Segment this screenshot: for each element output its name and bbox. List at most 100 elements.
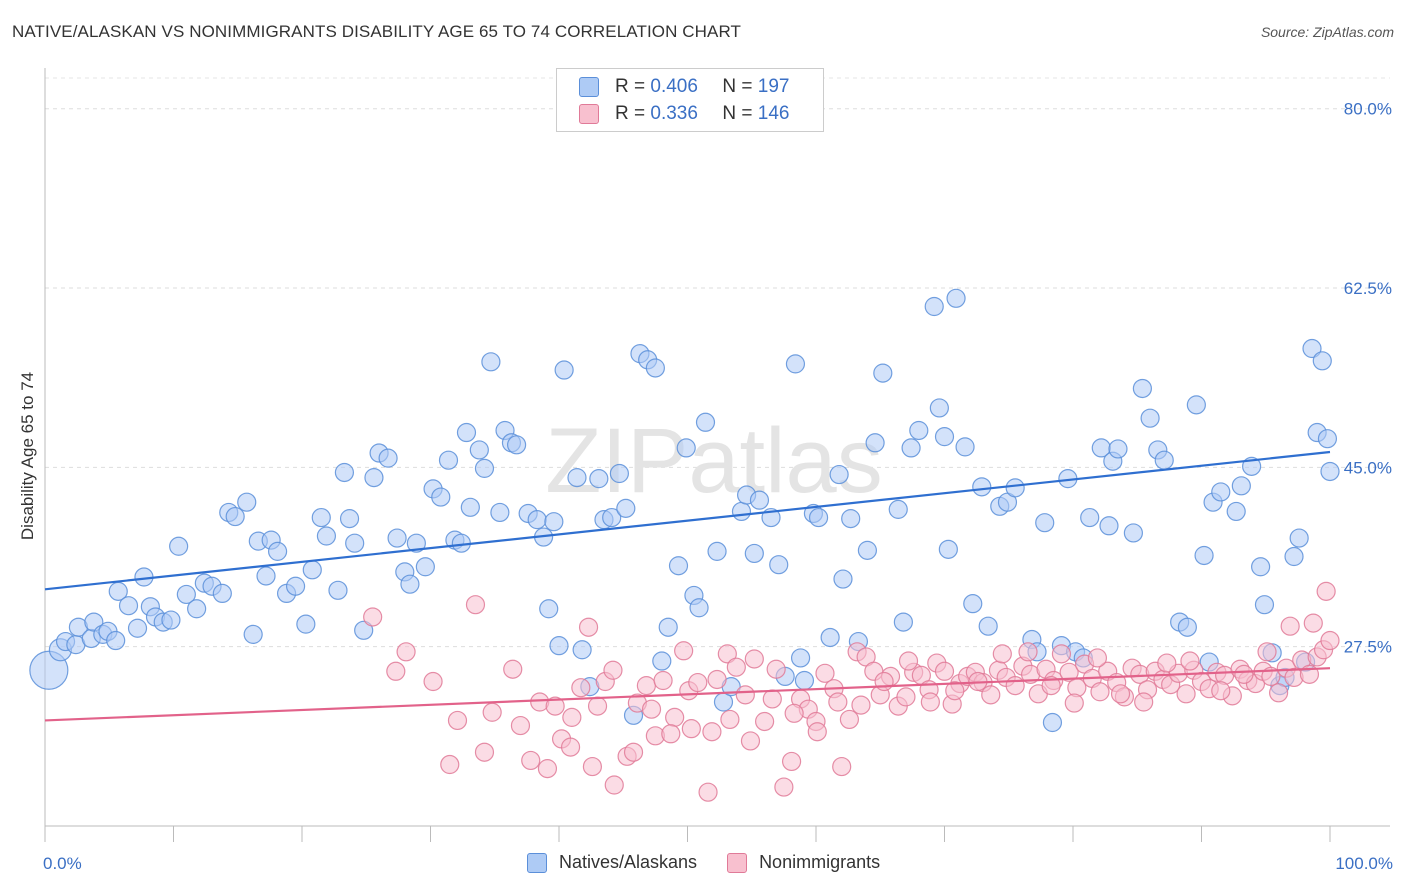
native-point	[302, 560, 322, 580]
native-point	[554, 360, 574, 380]
nonimmigrant-point	[762, 689, 782, 709]
native-point	[1099, 516, 1119, 536]
nonimmigrant-point	[641, 699, 662, 719]
nonimmigrant-points	[363, 581, 1340, 802]
native-point	[1254, 595, 1275, 615]
native-point	[256, 566, 276, 586]
native-point	[1226, 501, 1246, 522]
series-legend: Natives/Alaskans Nonimmigrants	[527, 852, 910, 873]
nonimmigrant-point	[1090, 682, 1110, 702]
native-point	[790, 648, 811, 668]
nonimmigrant-point	[1268, 683, 1289, 703]
native-point	[431, 487, 451, 507]
nonimmigrant-point	[874, 671, 894, 692]
nonimmigrant-point	[474, 742, 495, 762]
nonimmigrant-point	[735, 685, 755, 705]
nonimmigrant-point	[681, 719, 701, 739]
nonimmigrant-point	[702, 722, 722, 742]
native-point	[668, 556, 689, 576]
nonimmigrant-point	[1134, 692, 1154, 712]
legend-item-natives: Natives/Alaskans	[527, 852, 697, 873]
nonimmigrant-point	[665, 707, 685, 727]
nonimmigrant-point	[774, 777, 794, 797]
nonimmigrant-point	[1051, 644, 1072, 664]
nonimmigrant-point	[1087, 648, 1108, 668]
native-point	[978, 616, 998, 636]
native-point	[946, 288, 966, 308]
native-point	[456, 422, 477, 443]
nonimmigrant-point	[1320, 630, 1340, 651]
native-point	[354, 620, 374, 640]
native-point	[731, 501, 752, 522]
native-point	[794, 670, 815, 691]
nonimmigrant-point	[1280, 616, 1300, 636]
nonimmigrant-point	[934, 661, 955, 681]
nonimmigrant-point	[1316, 581, 1336, 601]
y-tick-labels: 27.5% 45.0% 62.5% 80.0%	[1344, 100, 1392, 657]
nonimmigrant-n-value: 146	[757, 103, 790, 124]
nonimmigrant-point	[582, 756, 603, 777]
native-point	[316, 526, 337, 546]
native-point	[888, 499, 908, 519]
r-label: R =	[615, 76, 646, 97]
nonimmigrant-point	[707, 669, 727, 690]
native-point	[243, 624, 263, 644]
x-tick-labels: 0.0% 100.0%	[43, 854, 1393, 873]
nonimmigrant-point	[603, 660, 623, 680]
native-point	[169, 536, 189, 556]
native-point	[296, 614, 316, 634]
native-point	[658, 617, 678, 637]
legend-row-native: R = 0.406 N = 197	[579, 74, 789, 100]
nonimmigrant-point	[578, 617, 599, 637]
native-point	[1284, 546, 1304, 567]
n-label: N =	[722, 76, 753, 97]
watermark: ZIPatlas	[545, 410, 882, 512]
nonimmigrant-point	[688, 672, 708, 693]
native-point	[934, 427, 955, 447]
native-point	[820, 627, 840, 648]
nonimmigrant-point	[440, 754, 460, 775]
native-point	[415, 557, 435, 577]
native-point	[527, 510, 547, 530]
nonimmigrant-point	[851, 695, 871, 715]
nonimmigrant-point	[1041, 676, 1061, 696]
x-tick-label: 100.0%	[1335, 854, 1393, 873]
native-point	[769, 555, 789, 575]
native-point	[118, 596, 139, 616]
native-point	[474, 458, 495, 478]
y-tick-label: 62.5%	[1344, 279, 1392, 298]
axes	[44, 68, 1390, 842]
grid-lines	[45, 77, 1390, 648]
nonimmigrant-point	[386, 661, 406, 681]
nonimmigrants-swatch	[727, 852, 748, 873]
native-point	[161, 610, 181, 630]
native-trend-line	[44, 450, 1331, 591]
nonimmigrant-point	[521, 750, 541, 771]
native-point	[1289, 528, 1309, 548]
trend-lines	[44, 450, 1331, 722]
nonimmigrant-point	[828, 692, 848, 712]
nonimmigrant-point	[604, 775, 624, 795]
native-point	[833, 569, 853, 589]
native-point	[406, 533, 426, 553]
native-point	[106, 630, 126, 651]
nonimmigrant-point	[560, 737, 581, 757]
native-point	[345, 533, 365, 553]
native-points	[29, 288, 1340, 733]
nonimmigrant-point	[1005, 676, 1025, 696]
nonimmigrant-trend-line	[44, 667, 1331, 722]
nonimmigrant-point	[896, 687, 916, 707]
native-point	[865, 433, 885, 453]
native-point	[567, 468, 587, 488]
nonimmigrant-point	[945, 681, 965, 701]
native-point	[1317, 429, 1338, 449]
nonimmigrant-point	[545, 696, 565, 716]
native-point	[689, 598, 709, 618]
nonimmigrant-point	[807, 722, 827, 742]
native-point	[676, 438, 696, 458]
native-point	[400, 574, 420, 594]
nonimmigrant-point	[1157, 653, 1177, 673]
native-point	[645, 358, 665, 378]
native-point	[1194, 545, 1214, 566]
nonimmigrant-point	[784, 703, 804, 723]
